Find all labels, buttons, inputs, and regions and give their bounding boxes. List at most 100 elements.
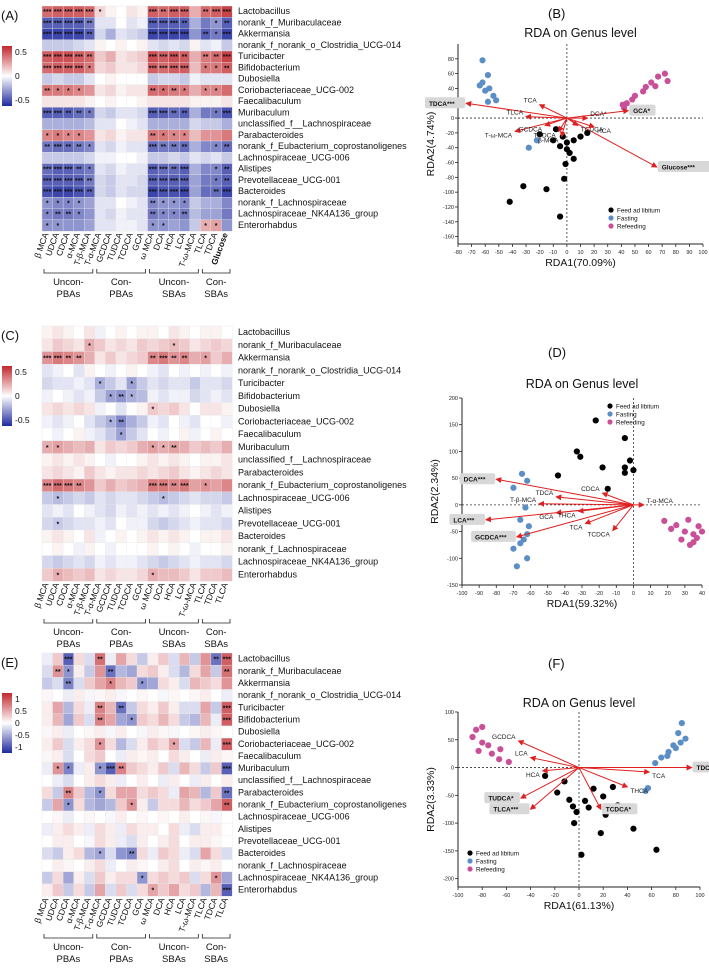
heatmap-cell	[189, 810, 201, 824]
significance-star: ***	[54, 65, 62, 72]
y-tick-label: -120	[443, 205, 454, 211]
heatmap-cell	[105, 542, 117, 557]
vector-label: THCA	[630, 788, 648, 795]
genus-label: Bifidobacterium	[238, 62, 300, 72]
vector-label: GCDCA***	[475, 534, 507, 541]
significance-star: *	[151, 572, 154, 579]
heatmap-cell	[84, 73, 96, 86]
heatmap-cell	[105, 466, 117, 480]
heatmap-cell	[84, 847, 96, 861]
significance-star: ***	[43, 189, 51, 196]
scatter-point	[673, 522, 680, 529]
heatmap-cell	[189, 822, 201, 836]
heatmap-cell	[200, 847, 212, 861]
heatmap-cell	[189, 652, 201, 666]
vector-label: TCDCA	[587, 532, 610, 539]
heatmap-cell	[52, 152, 64, 165]
vector-label: HCA	[526, 772, 540, 779]
heatmap-cell	[94, 325, 106, 340]
heatmap-cell	[126, 73, 138, 86]
heatmap-cell	[94, 542, 106, 557]
significance-star: *	[88, 343, 91, 350]
heatmap-cell	[41, 822, 54, 836]
heatmap-cell	[41, 555, 54, 569]
vector-label-box	[484, 792, 520, 804]
heatmap-cell	[52, 689, 64, 703]
scatter-point	[569, 803, 577, 810]
y-tick-label: -160	[443, 235, 454, 241]
x-tick-label: 0	[632, 591, 635, 597]
significance-star: **	[224, 178, 230, 185]
heatmap-cell	[115, 118, 127, 131]
genus-label: Turicibacter	[238, 702, 285, 712]
scatter-point	[493, 97, 500, 104]
heatmap-cell	[189, 725, 201, 739]
y-tick-label: -100	[443, 190, 454, 196]
vector-label: β-MCA	[538, 138, 559, 145]
heatmap-cell	[115, 517, 127, 531]
heatmap-cell	[189, 664, 201, 678]
heatmap-cell	[210, 415, 222, 429]
significance-star: ***	[223, 717, 231, 724]
y-tick-label: -20	[446, 131, 454, 137]
heatmap-cell	[221, 376, 233, 391]
heatmap-cell	[200, 491, 212, 506]
heatmap-cell	[136, 338, 149, 353]
heatmap-cell	[84, 504, 96, 518]
significance-star: *	[88, 110, 91, 117]
significance-star: ***	[223, 888, 231, 895]
significance-star: ***	[223, 189, 231, 196]
heatmap-cell	[84, 491, 96, 506]
heatmap-cell	[126, 402, 138, 416]
genus-label: Enterorhabdus	[238, 220, 298, 230]
heatmap-cell	[189, 140, 201, 153]
heatmap-cell	[115, 453, 127, 467]
heatmap-cell	[179, 713, 191, 727]
genus-label: Coriobacteriaceae_UCG-002	[238, 739, 354, 749]
heatmap-cell	[157, 517, 170, 531]
x-tick-label: -20	[536, 250, 544, 256]
genus-label: Parabacteroides	[238, 467, 304, 477]
significance-star: ***	[54, 189, 62, 196]
heatmap-cell	[189, 219, 201, 232]
heatmap-cell	[62, 859, 75, 873]
heatmap-cell	[168, 689, 180, 703]
heatmap-cell	[94, 17, 106, 30]
significance-star: ***	[75, 54, 83, 61]
vector-label: TDCA***	[429, 101, 455, 108]
significance-star: ***	[149, 110, 157, 117]
group-label: Uncon-	[53, 942, 84, 953]
heatmap-cell	[105, 28, 117, 41]
heatmap-cell	[189, 197, 201, 210]
significance-star: ***	[64, 54, 72, 61]
heatmap-cell	[168, 402, 180, 416]
heatmap-cell	[210, 725, 222, 739]
heatmap-cell	[189, 835, 201, 848]
heatmap-cell	[200, 185, 212, 198]
significance-star: ***	[180, 167, 188, 174]
heatmap-cell	[84, 478, 96, 493]
vector-label-box	[692, 761, 709, 773]
heatmap-cell	[126, 325, 138, 340]
vector-label: GCDCA	[492, 734, 516, 741]
heatmap-cell	[105, 822, 117, 836]
heatmap-cell	[62, 737, 75, 751]
genus-label: Lactobacillus	[238, 327, 291, 337]
heatmap-cell	[147, 689, 159, 703]
group-bracket	[201, 619, 231, 624]
significance-star: *	[162, 133, 165, 140]
heatmap-cell	[179, 652, 191, 666]
vector-label: TCDCA*	[606, 807, 632, 814]
heatmap-cell	[115, 129, 127, 142]
group-bracket	[96, 269, 146, 274]
heatmap-cell	[200, 762, 212, 775]
heatmap-cell	[126, 427, 138, 442]
y-tick-label: -150	[447, 583, 458, 589]
significance-star: *	[215, 178, 218, 185]
group-label: SBAs	[204, 639, 228, 650]
genus-label: norank_f_Lachnospiraceae	[238, 197, 347, 207]
heatmap-cell	[200, 376, 212, 391]
scatter-point	[584, 129, 591, 136]
heatmap-cell	[189, 529, 201, 544]
significance-star: **	[150, 356, 156, 363]
